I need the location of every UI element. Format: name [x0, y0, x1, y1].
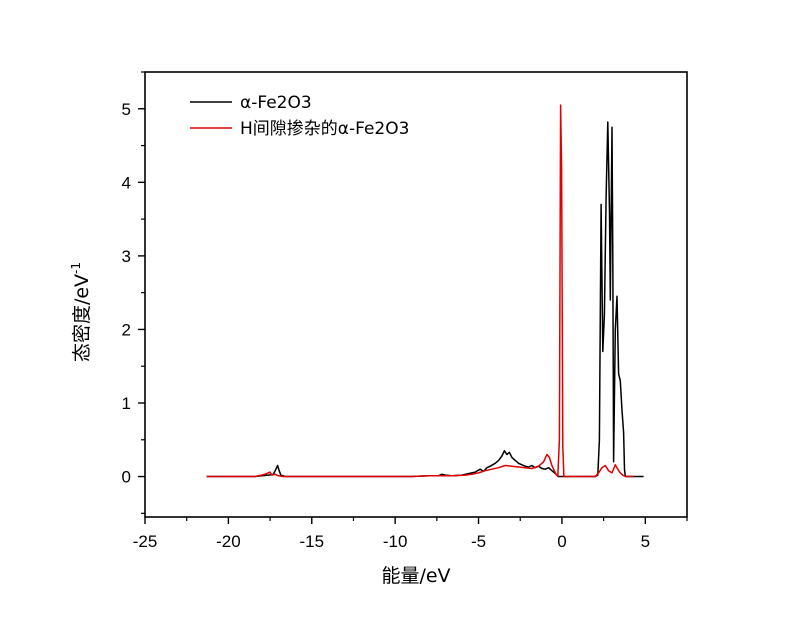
x-tick-label: -15 — [299, 532, 324, 551]
y-tick-label: 2 — [122, 320, 131, 339]
series-layer — [206, 104, 644, 478]
y-axis-title: 态密度/eV-1 — [69, 262, 93, 362]
legend: α-Fe2O3 H间隙掺杂的α-Fe2O3 — [190, 93, 409, 139]
y-tick-label: 5 — [122, 100, 131, 119]
x-tick-label: 5 — [641, 532, 650, 551]
plot-frame — [144, 71, 688, 518]
series-line-2 — [206, 104, 634, 478]
x-tick-label: -5 — [471, 532, 486, 551]
legend-label-series-2: H间隙掺杂的α-Fe2O3 — [240, 119, 409, 139]
y-tick-label: 0 — [122, 468, 131, 487]
y-axis-title-main: 态密度/eV — [71, 274, 93, 362]
series-line-1 — [206, 121, 644, 478]
legend-label-series-1: α-Fe2O3 — [240, 93, 312, 113]
y-tick-label: 3 — [122, 247, 131, 266]
x-axis-ticks: -25 -20 -15 -10 -5 0 5 — [133, 517, 688, 551]
x-tick-label: -20 — [216, 532, 241, 551]
x-axis-title: 能量/eV — [381, 565, 450, 587]
x-tick-label: -10 — [383, 532, 408, 551]
y-axis-title-superscript: -1 — [69, 262, 83, 274]
x-tick-label: 0 — [557, 532, 566, 551]
y-tick-label: 1 — [122, 394, 131, 413]
x-tick-label: -25 — [133, 532, 158, 551]
y-tick-label: 4 — [122, 173, 131, 192]
y-axis-ticks: 0 1 2 3 4 5 — [122, 71, 145, 514]
